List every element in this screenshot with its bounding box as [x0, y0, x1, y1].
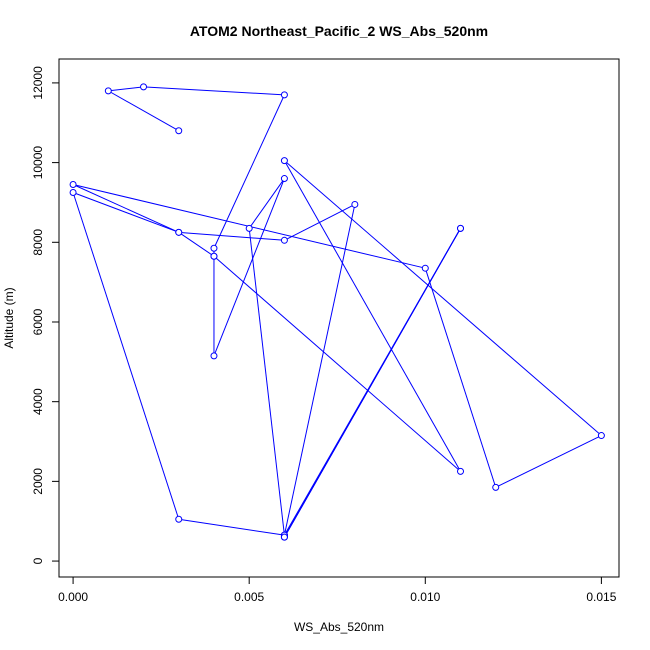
series-segment: [213, 94, 285, 249]
data-point: [175, 228, 183, 236]
y-tick-label: 12000: [31, 66, 45, 100]
data-point: [69, 181, 77, 189]
series-segment: [283, 160, 461, 472]
data-point: [492, 483, 500, 491]
data-point: [175, 127, 183, 135]
chart-title: ATOM2 Northeast_Pacific_2 WS_Abs_520nm: [190, 23, 488, 39]
data-point: [597, 432, 605, 440]
y-axis-label: Altitude (m): [2, 287, 16, 348]
data-point: [210, 244, 218, 252]
data-point: [421, 264, 429, 272]
data-point: [140, 83, 148, 91]
x-axis-label: WS_Abs_520nm: [294, 620, 384, 634]
data-point: [457, 467, 465, 475]
series-segment: [108, 86, 144, 92]
series-segment: [108, 90, 179, 132]
y-tick-label: 10000: [31, 146, 45, 180]
y-tick-label: 0: [31, 557, 45, 564]
series-segment: [72, 184, 179, 233]
data-point: [280, 175, 288, 183]
series-points: [69, 83, 605, 541]
series-segment: [178, 231, 285, 241]
y-axis: 0 2000 4000 6000 8000 10000 12000: [31, 66, 60, 564]
series-segment: [284, 160, 602, 436]
x-tick-label: 0.000: [58, 590, 88, 604]
series-segment: [213, 178, 285, 357]
series-segment: [72, 192, 180, 520]
series-segment: [248, 178, 285, 229]
series-segment: [72, 192, 179, 233]
data-point: [210, 352, 218, 360]
x-tick-label: 0.010: [410, 590, 440, 604]
y-tick-label: 8000: [31, 229, 45, 256]
y-tick-label: 4000: [31, 388, 45, 415]
data-point: [245, 224, 253, 232]
data-point: [351, 200, 359, 208]
data-point: [69, 188, 77, 196]
x-tick-label: 0.015: [586, 590, 616, 604]
series-segment: [178, 518, 285, 536]
x-tick-label: 0.005: [234, 590, 264, 604]
data-point: [104, 87, 112, 95]
series-lines: [72, 86, 602, 538]
x-axis: 0.000 0.005 0.010 0.015: [58, 576, 617, 604]
series-segment: [213, 255, 461, 472]
plot-frame: [58, 58, 620, 578]
data-point: [280, 91, 288, 99]
series-segment: [178, 231, 215, 257]
series-segment: [143, 86, 285, 96]
data-point: [175, 515, 183, 523]
data-point: [210, 252, 218, 260]
data-point: [457, 224, 465, 232]
series-segment: [283, 228, 461, 538]
y-tick-label: 6000: [31, 308, 45, 335]
y-tick-label: 2000: [31, 468, 45, 495]
series-segment: [495, 435, 602, 488]
series-segment: [248, 228, 285, 536]
data-point: [280, 157, 288, 165]
data-point: [280, 236, 288, 244]
data-point: [280, 533, 288, 541]
series-segment: [424, 268, 497, 488]
series-segment: [283, 204, 356, 536]
